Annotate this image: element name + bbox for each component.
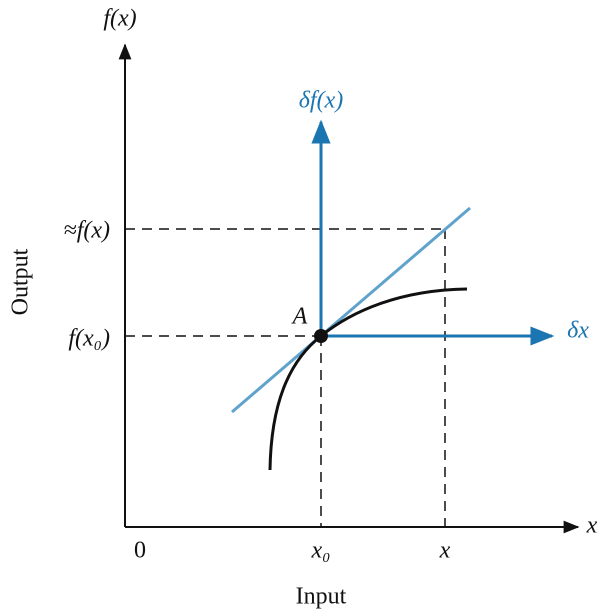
x0-label: x₀ (311, 538, 331, 564)
fx0-label: f(x₀) (68, 326, 110, 352)
y-axis-label: f(x) (103, 6, 136, 32)
x-axis-label: x (586, 513, 598, 539)
x-label: x (439, 538, 451, 564)
approx-label: ≈f(x) (64, 218, 110, 244)
tangent-line (231, 206, 471, 414)
origin-label: 0 (134, 538, 146, 564)
point-a (314, 329, 328, 343)
output-label: Output (8, 248, 34, 315)
delta-y-label: δf(x) (299, 88, 343, 114)
point-label: A (291, 304, 308, 330)
delta-x-label: δx (567, 318, 589, 344)
input-label: Input (296, 584, 347, 610)
